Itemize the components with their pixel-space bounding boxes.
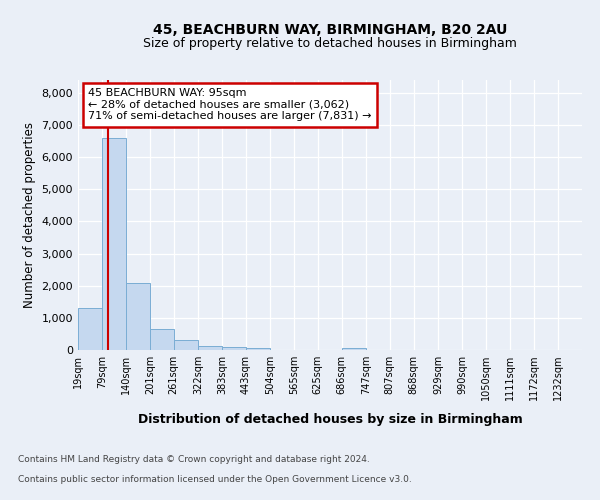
Bar	[102, 138, 126, 350]
Bar	[78, 308, 102, 350]
Text: Size of property relative to detached houses in Birmingham: Size of property relative to detached ho…	[143, 38, 517, 51]
Bar	[174, 340, 198, 350]
Text: Contains public sector information licensed under the Open Government Licence v3: Contains public sector information licen…	[18, 475, 412, 484]
Text: Contains HM Land Registry data © Crown copyright and database right 2024.: Contains HM Land Registry data © Crown c…	[18, 455, 370, 464]
Text: Distribution of detached houses by size in Birmingham: Distribution of detached houses by size …	[137, 412, 523, 426]
Bar	[342, 348, 366, 350]
Y-axis label: Number of detached properties: Number of detached properties	[23, 122, 36, 308]
Bar	[150, 329, 174, 350]
Text: 45 BEACHBURN WAY: 95sqm
← 28% of detached houses are smaller (3,062)
71% of semi: 45 BEACHBURN WAY: 95sqm ← 28% of detache…	[88, 88, 371, 122]
Bar	[222, 346, 246, 350]
Bar	[198, 346, 222, 350]
Bar	[126, 283, 150, 350]
Text: 45, BEACHBURN WAY, BIRMINGHAM, B20 2AU: 45, BEACHBURN WAY, BIRMINGHAM, B20 2AU	[153, 22, 507, 36]
Bar	[246, 348, 270, 350]
